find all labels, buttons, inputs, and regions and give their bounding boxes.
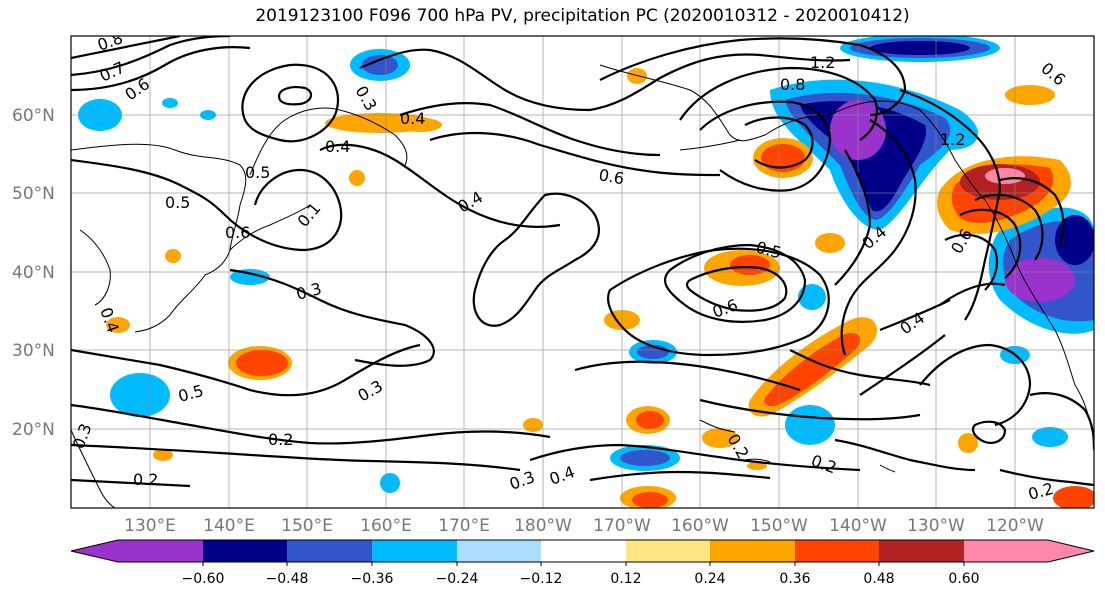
lat-label: 30°N	[12, 341, 55, 361]
colorbar-tick-label: 0.24	[694, 571, 725, 587]
colorbar-segment	[795, 540, 879, 562]
lon-label: 120°W	[986, 516, 1044, 536]
colorbar-segment	[541, 540, 626, 562]
map-title: 2019123100 F096 700 hPa PV, precipitatio…	[255, 6, 910, 26]
colorbar-segment	[710, 540, 795, 562]
lon-label: 140°E	[203, 516, 255, 536]
colorbar-segment	[71, 540, 118, 562]
lon-label: 160°E	[360, 516, 412, 536]
colorbar-tick-label: 0.60	[948, 571, 979, 587]
colorbar-tick-label: −0.12	[520, 571, 563, 587]
colorbar-segment	[372, 540, 457, 562]
contour-label: 1.2	[810, 53, 835, 72]
lon-label: 130°E	[124, 516, 176, 536]
colorbar-segment	[118, 540, 203, 562]
precipitation-shading	[78, 36, 1094, 508]
contour-label: 0.6	[225, 223, 250, 242]
contour-label: 0.5	[165, 193, 190, 212]
colorbar-ticks	[202, 562, 965, 566]
lon-label: 130°W	[907, 516, 965, 536]
colorbar-segment	[964, 540, 1048, 562]
colorbar-segment	[203, 540, 287, 562]
lat-label: 20°N	[12, 420, 55, 440]
contour-label: 0.4	[325, 137, 350, 156]
lon-label: 140°W	[829, 516, 887, 536]
contour-label: 0.2	[268, 430, 293, 449]
colorbar-outline	[70, 539, 1095, 563]
lon-label: 170°E	[438, 516, 490, 536]
lat-label: 60°N	[12, 106, 55, 126]
longitude-labels: 130°E 140°E 150°E 160°E 170°E 180°W 170°…	[124, 516, 1044, 536]
colorbar: −0.60 −0.48 −0.36 −0.24 −0.12 0.12 0.24 …	[70, 539, 1095, 587]
colorbar-tick-label: 0.36	[779, 571, 810, 587]
contour-label: 0.4	[400, 109, 425, 128]
colorbar-segment	[1048, 540, 1094, 562]
colorbar-segment	[879, 540, 964, 562]
contour-label: 0.8	[780, 75, 805, 94]
lon-label: 150°E	[281, 516, 333, 536]
lon-label: 150°W	[750, 516, 808, 536]
contour-label: 0.6	[597, 165, 625, 188]
colorbar-tick-labels: −0.60 −0.48 −0.36 −0.24 −0.12 0.12 0.24 …	[182, 571, 980, 587]
contour-label: 0.5	[245, 163, 270, 182]
lat-label: 50°N	[12, 184, 55, 204]
colorbar-tick-label: −0.24	[436, 571, 479, 587]
contour-label: 1.2	[940, 130, 965, 149]
map-frame	[70, 35, 1095, 509]
latitude-labels: 60°N 50°N 40°N 30°N 20°N	[12, 106, 55, 440]
lat-label: 40°N	[12, 263, 55, 283]
colorbar-tick-label: 0.48	[863, 571, 894, 587]
lon-label: 170°W	[593, 516, 651, 536]
colorbar-segment	[457, 540, 541, 562]
contour-label: 0.2	[133, 470, 158, 489]
colorbar-tick-label: 0.12	[610, 571, 641, 587]
colorbar-segment	[287, 540, 372, 562]
colorbar-tick-label: −0.60	[182, 571, 225, 587]
colorbar-tick-label: −0.48	[266, 571, 309, 587]
pv-contours	[71, 36, 1094, 488]
lon-label: 160°W	[671, 516, 729, 536]
lon-label: 180°W	[514, 516, 572, 536]
colorbar-segment	[626, 540, 710, 562]
colorbar-tick-label: −0.36	[351, 571, 394, 587]
